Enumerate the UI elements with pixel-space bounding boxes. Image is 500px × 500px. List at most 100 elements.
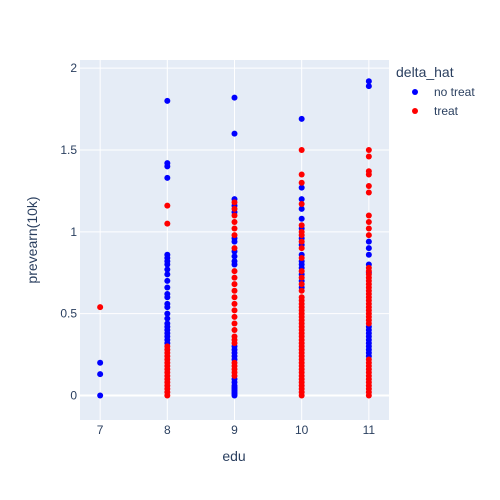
point-treat[interactable] bbox=[298, 147, 305, 153]
point-no-treat[interactable] bbox=[231, 253, 238, 260]
point-treat[interactable] bbox=[365, 147, 372, 153]
point-treat[interactable] bbox=[365, 183, 372, 189]
point-treat[interactable] bbox=[231, 307, 238, 314]
point-no-treat[interactable] bbox=[231, 392, 238, 399]
point-treat[interactable] bbox=[365, 219, 372, 225]
point-treat[interactable] bbox=[298, 274, 305, 281]
point-treat[interactable] bbox=[365, 225, 372, 232]
x-axis-title: edu bbox=[222, 448, 245, 464]
point-treat[interactable] bbox=[231, 232, 238, 239]
legend-label-treat: treat bbox=[434, 104, 459, 118]
legend-item-treat[interactable]: treat bbox=[412, 104, 459, 118]
point-treat[interactable] bbox=[298, 281, 305, 288]
point-treat[interactable] bbox=[365, 189, 372, 196]
point-treat[interactable] bbox=[231, 320, 238, 327]
y-tick-label: 1.5 bbox=[60, 143, 77, 157]
point-treat[interactable] bbox=[164, 392, 171, 399]
point-no-treat[interactable] bbox=[298, 115, 305, 122]
point-treat[interactable] bbox=[231, 313, 238, 320]
y-tick-label: 1 bbox=[70, 225, 77, 239]
point-no-treat[interactable] bbox=[298, 215, 305, 222]
point-no-treat[interactable] bbox=[298, 184, 305, 191]
point-treat[interactable] bbox=[164, 220, 171, 227]
point-no-treat[interactable] bbox=[164, 271, 171, 278]
point-treat[interactable] bbox=[231, 212, 238, 219]
point-no-treat[interactable] bbox=[164, 163, 171, 170]
x-tick-label: 10 bbox=[295, 423, 309, 437]
point-no-treat[interactable] bbox=[231, 94, 238, 101]
point-no-treat[interactable] bbox=[164, 284, 171, 291]
point-no-treat[interactable] bbox=[365, 251, 372, 258]
point-no-treat[interactable] bbox=[365, 83, 372, 90]
point-treat[interactable] bbox=[298, 179, 305, 186]
point-treat[interactable] bbox=[97, 304, 104, 311]
point-treat[interactable] bbox=[231, 327, 238, 333]
point-treat[interactable] bbox=[365, 212, 372, 219]
point-no-treat[interactable] bbox=[164, 261, 171, 268]
point-no-treat[interactable] bbox=[365, 238, 372, 245]
point-treat[interactable] bbox=[231, 340, 238, 347]
point-treat[interactable] bbox=[231, 372, 238, 379]
point-treat[interactable] bbox=[231, 219, 238, 225]
point-no-treat[interactable] bbox=[164, 315, 171, 322]
legend-marker-treat bbox=[412, 108, 418, 114]
point-treat[interactable] bbox=[231, 281, 238, 288]
point-treat[interactable] bbox=[365, 320, 372, 327]
point-treat[interactable] bbox=[298, 268, 305, 275]
point-treat[interactable] bbox=[164, 202, 171, 209]
point-no-treat[interactable] bbox=[164, 294, 171, 301]
point-no-treat[interactable] bbox=[164, 277, 171, 284]
x-tick-label: 11 bbox=[363, 423, 376, 437]
point-treat[interactable] bbox=[298, 287, 305, 294]
x-tick-label: 9 bbox=[231, 423, 238, 437]
y-axis-title: prevearn(10k) bbox=[24, 196, 40, 283]
legend-marker-no-treat bbox=[412, 89, 418, 95]
series-treat bbox=[97, 147, 372, 399]
point-treat[interactable] bbox=[365, 153, 372, 160]
x-tick-label: 8 bbox=[164, 423, 171, 437]
point-treat[interactable] bbox=[298, 392, 305, 399]
point-treat[interactable] bbox=[231, 199, 238, 206]
y-tick-label: 0 bbox=[70, 388, 77, 402]
point-no-treat[interactable] bbox=[365, 78, 372, 85]
point-treat[interactable] bbox=[231, 268, 238, 275]
point-treat[interactable] bbox=[365, 232, 372, 239]
x-tick-label: 7 bbox=[97, 423, 104, 437]
point-treat[interactable] bbox=[298, 171, 305, 178]
legend: delta_hat no treat treat bbox=[396, 64, 475, 118]
point-no-treat[interactable] bbox=[97, 359, 104, 366]
y-tick-label: 2 bbox=[70, 61, 77, 75]
point-no-treat[interactable] bbox=[97, 392, 104, 399]
point-no-treat[interactable] bbox=[231, 130, 238, 137]
point-treat[interactable] bbox=[298, 238, 305, 245]
point-no-treat[interactable] bbox=[164, 310, 171, 317]
point-treat[interactable] bbox=[298, 232, 305, 239]
point-no-treat[interactable] bbox=[365, 245, 372, 252]
point-no-treat[interactable] bbox=[298, 205, 305, 212]
point-no-treat[interactable] bbox=[298, 196, 305, 203]
point-treat[interactable] bbox=[231, 225, 238, 232]
y-tick-label: 0.5 bbox=[60, 307, 77, 321]
point-treat[interactable] bbox=[231, 205, 238, 212]
point-treat[interactable] bbox=[298, 245, 305, 252]
point-treat[interactable] bbox=[365, 171, 372, 178]
point-treat[interactable] bbox=[365, 392, 372, 399]
point-treat[interactable] bbox=[298, 201, 305, 207]
point-no-treat[interactable] bbox=[164, 304, 171, 311]
point-treat[interactable] bbox=[298, 255, 305, 261]
point-treat[interactable] bbox=[231, 300, 238, 307]
legend-label-no-treat: no treat bbox=[434, 85, 475, 99]
point-treat[interactable] bbox=[231, 274, 238, 281]
point-treat[interactable] bbox=[231, 287, 238, 294]
point-no-treat[interactable] bbox=[231, 238, 238, 245]
point-no-treat[interactable] bbox=[231, 261, 238, 268]
point-treat[interactable] bbox=[231, 294, 238, 301]
legend-title: delta_hat bbox=[396, 64, 454, 80]
point-no-treat[interactable] bbox=[164, 266, 171, 273]
point-treat[interactable] bbox=[298, 222, 305, 229]
legend-item-no-treat[interactable]: no treat bbox=[412, 85, 475, 99]
point-treat[interactable] bbox=[231, 245, 238, 252]
point-no-treat[interactable] bbox=[164, 174, 171, 181]
point-no-treat[interactable] bbox=[97, 371, 104, 378]
point-no-treat[interactable] bbox=[164, 97, 171, 104]
